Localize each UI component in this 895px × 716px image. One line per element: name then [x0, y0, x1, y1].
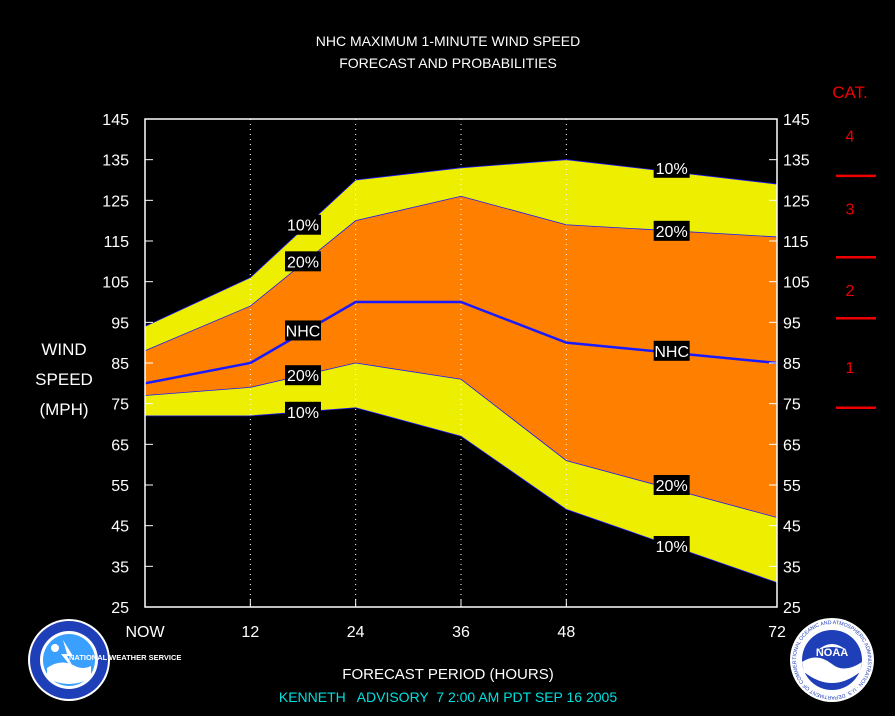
y-tick-label-right: 25: [783, 600, 801, 617]
series-label-bg: [285, 365, 321, 386]
y-axis-label-line-1: WIND: [41, 340, 86, 359]
y-tick-label: 105: [102, 275, 129, 292]
y-tick-label: 115: [103, 234, 129, 251]
y-tick-label-right: 95: [783, 315, 801, 332]
series-label-bg: [653, 220, 690, 241]
y-tick-label: 55: [111, 478, 129, 495]
y-axis-label-line-3: (MPH): [39, 400, 88, 419]
x-tick-label: NOW: [125, 624, 165, 641]
noaa-logo: NOAA NATIONAL OCEANIC AND ATMOSPHERIC AD…: [790, 618, 874, 702]
y-tick-label-right: 35: [783, 559, 801, 576]
series-label-bg: [285, 214, 321, 235]
series-label: 20%: [656, 224, 688, 241]
band-labels: 10% 20% NHC 20% 10% 10% 20% NHC 20% 10%: [285, 157, 690, 556]
boundary-line-0: [144, 159, 778, 327]
x-axis-label: FORECAST PERIOD (HOURS): [342, 666, 553, 683]
x-tick-label: 24: [347, 624, 365, 641]
y-tick-label: 65: [111, 437, 129, 454]
y-axis-label-line-2: SPEED: [35, 370, 93, 389]
y-tick-label: 145: [102, 112, 129, 129]
series-label-bg: [285, 251, 321, 272]
series-label: NHC: [286, 323, 321, 340]
series-label: 10%: [656, 161, 688, 178]
chart-title: NHC MAXIMUM 1-MINUTE WIND SPEED: [316, 33, 580, 49]
boundary-line-3: [144, 362, 778, 518]
y-tick-label-right: 125: [783, 193, 810, 210]
series-label: 20%: [656, 478, 688, 495]
series-label-bg: [653, 340, 690, 361]
seagull-wave-icon: [802, 657, 862, 683]
series-label: 10%: [656, 539, 688, 556]
y-tick-label-right: 65: [783, 437, 801, 454]
series-label-bg: [653, 475, 690, 495]
y-tick-label-right: 85: [783, 356, 801, 373]
category-scale: CAT. 4 3 2 1: [832, 83, 876, 409]
y-axis-right: 25 35 45 55 65 75 85 95 105 115 125 135 145: [769, 112, 810, 617]
x-tick-label: 72: [768, 624, 786, 641]
series-label-bg: [653, 157, 690, 178]
series-label-bg: [285, 320, 321, 341]
y-axis-left: 25 35 45 55 65 75 85 95 105 115 125 135 145: [102, 112, 153, 617]
y-tick-label: 45: [111, 519, 129, 536]
noaa-logo-text: NOAA: [816, 647, 848, 659]
y-tick-label: 75: [111, 397, 129, 414]
x-tick-label: 36: [452, 624, 470, 641]
y-tick-label-right: 135: [783, 153, 810, 170]
category-header: CAT.: [832, 83, 868, 102]
nhc-forecast-line: [144, 300, 778, 385]
lightning-icon: [61, 640, 77, 674]
boundary-line-4: [145, 407, 778, 583]
advisory-footer: KENNETH ADVISORY 7 2:00 AM PDT SEP 16 20…: [279, 689, 617, 705]
x-axis: NOW 12 24 36 48 72: [125, 599, 786, 641]
y-tick-label: 125: [102, 193, 129, 210]
category-label: 2: [846, 283, 855, 300]
y-tick-label: 95: [111, 315, 129, 332]
y-tick-label: 135: [102, 153, 129, 170]
series-label: NHC: [654, 344, 689, 361]
y-tick-label-right: 105: [783, 275, 810, 292]
y-tick-label-right: 145: [783, 112, 810, 129]
y-tick-label-right: 75: [783, 397, 801, 414]
band-20-percent: [145, 196, 777, 518]
series-label-bg: [653, 536, 690, 556]
y-tick-label-right: 115: [783, 234, 809, 251]
series-lines: [144, 159, 778, 583]
chart-subtitle: FORECAST AND PROBABILITIES: [339, 55, 557, 71]
y-tick-label: 85: [111, 356, 129, 373]
category-label: 4: [846, 128, 855, 145]
series-label: 10%: [287, 405, 319, 422]
x-tick-label: 12: [241, 624, 259, 641]
category-label: 1: [846, 360, 855, 377]
category-label: 3: [846, 201, 855, 218]
nws-logo-text: NATIONAL WEATHER SERVICE: [69, 653, 181, 662]
boundary-line-1: [144, 195, 778, 352]
y-tick-label-right: 55: [783, 478, 801, 495]
series-label-bg: [285, 401, 321, 422]
y-tick-label-right: 45: [783, 519, 801, 536]
series-label: 10%: [287, 218, 319, 235]
series-label: 20%: [287, 368, 319, 385]
x-tick-label: 48: [557, 624, 575, 641]
series-label: 20%: [287, 254, 319, 271]
y-tick-label: 25: [111, 600, 129, 617]
y-tick-label: 35: [111, 559, 129, 576]
nws-logo: NATIONAL WEATHER SERVICE: [28, 619, 181, 701]
